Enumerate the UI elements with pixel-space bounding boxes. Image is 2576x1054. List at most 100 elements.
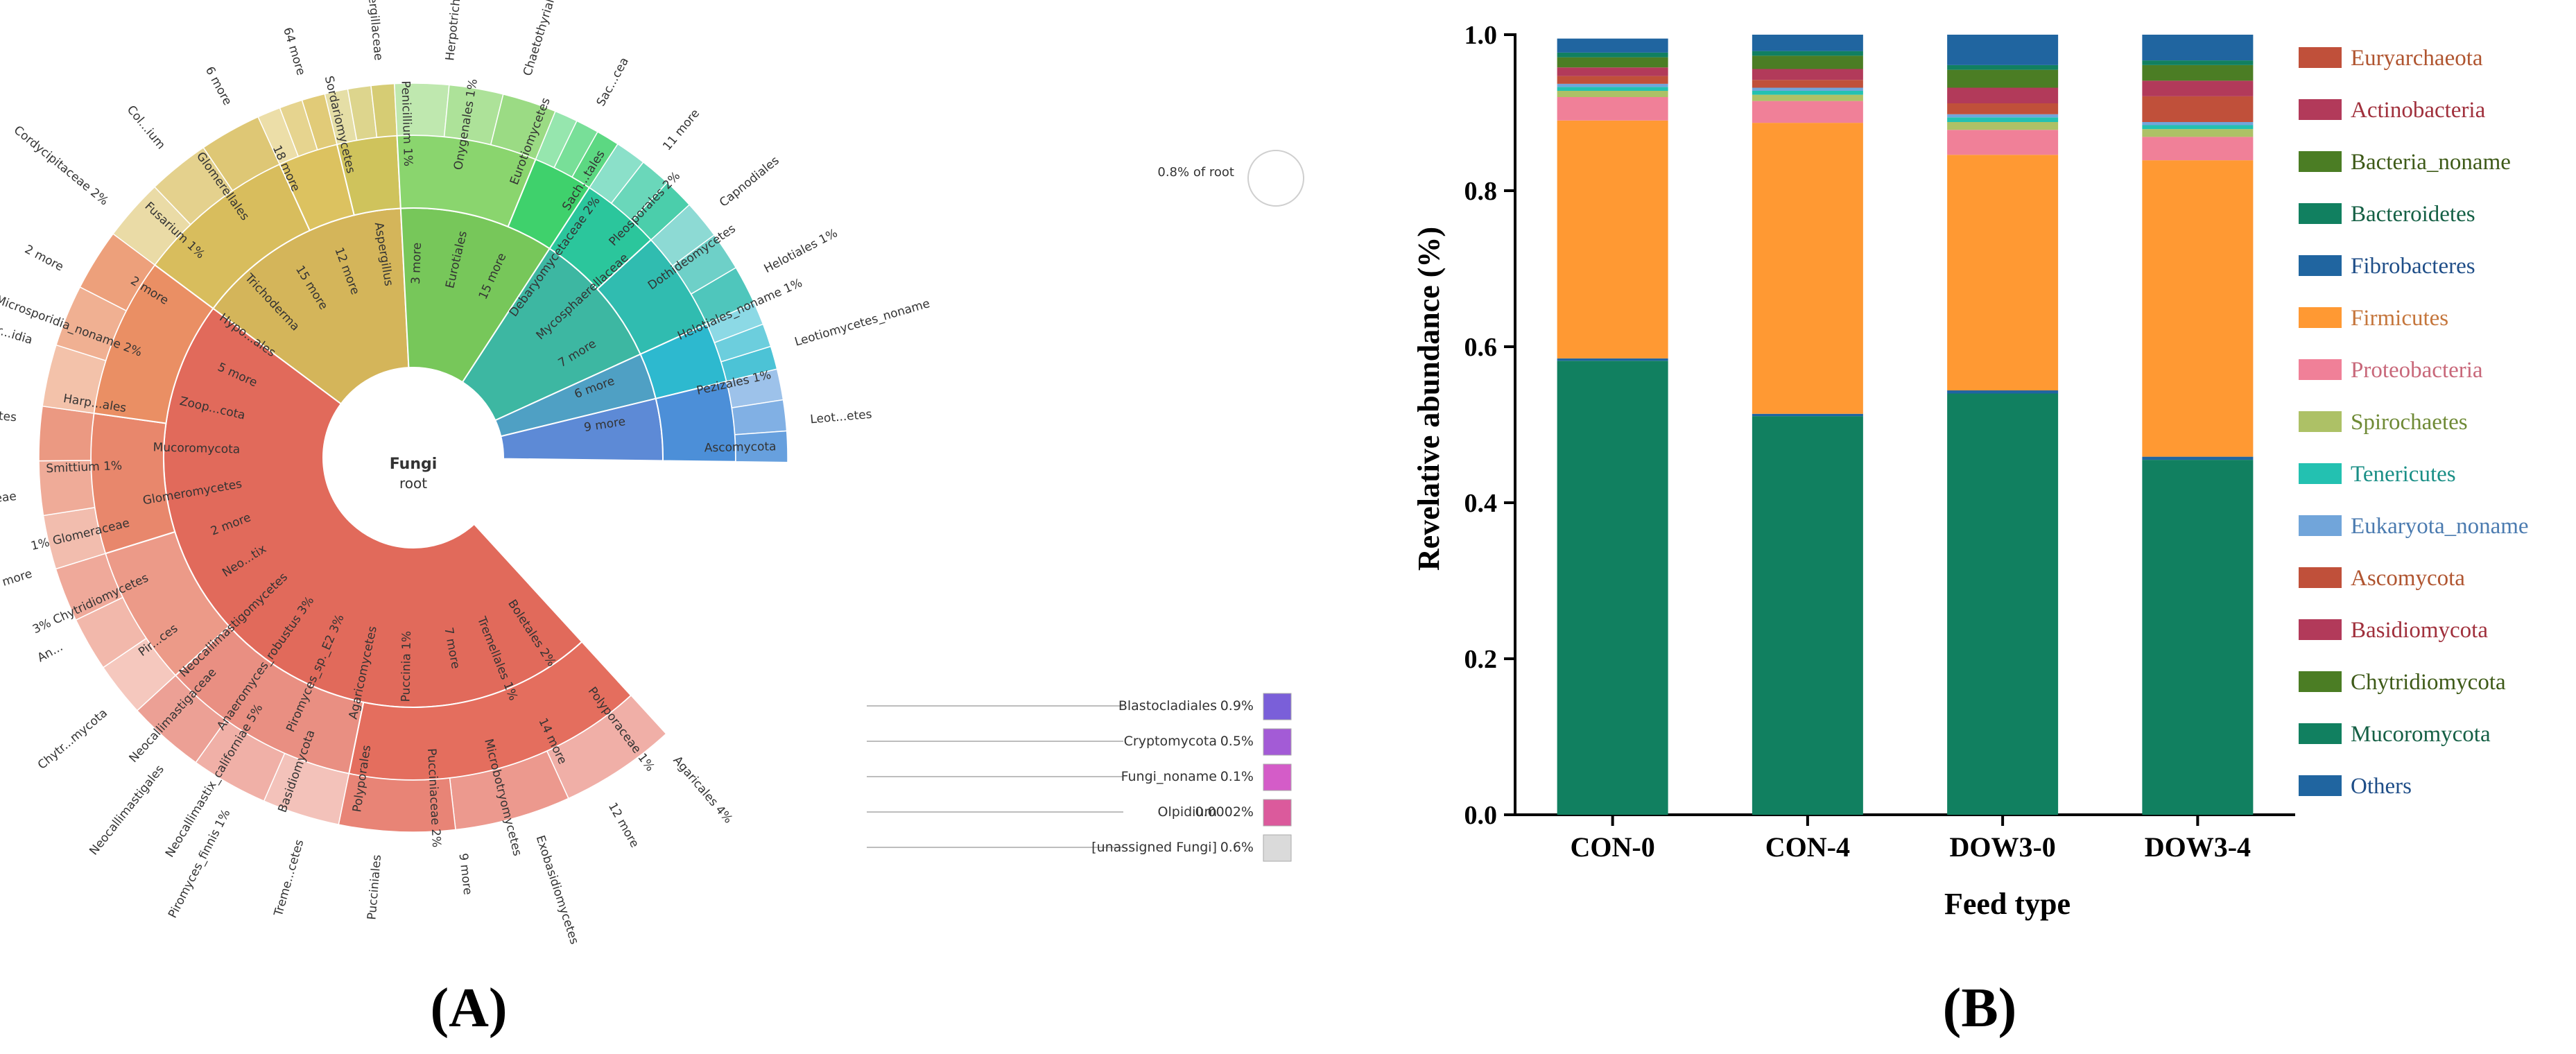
sunburst-label: Exobasidiomycetes bbox=[533, 833, 582, 946]
center-title: Fungi bbox=[390, 456, 438, 473]
sunburst-label: 2 more bbox=[22, 243, 66, 275]
bar-con-0-mucoromycota[interactable] bbox=[1557, 52, 1668, 58]
legend-swatch-chytridiomycota bbox=[2299, 671, 2342, 692]
bar-dow3-0-mucoromycota[interactable] bbox=[1947, 64, 2059, 70]
bar-con-4-proteobacteria[interactable] bbox=[1752, 101, 1863, 123]
bar-con-0-chytridiomycota[interactable] bbox=[1557, 57, 1668, 68]
bar-con-4-others[interactable] bbox=[1752, 35, 1863, 51]
bar-dow3-0-others[interactable] bbox=[1947, 35, 2059, 65]
legend-name: Cryptomycota bbox=[1124, 734, 1217, 749]
sunburst-label: Agaricales 4% bbox=[670, 754, 735, 827]
legend-swatch-actinobacteria bbox=[2299, 99, 2342, 120]
sunburst-subsegment-dothideomycetes[interactable] bbox=[38, 405, 95, 462]
sunburst-label: 6 more bbox=[202, 64, 234, 108]
bar-con-0-bacteroidetes[interactable] bbox=[1557, 361, 1668, 815]
bar-dow3-0-spirochaetes[interactable] bbox=[1947, 122, 2059, 130]
legend-swatch-mucoromycota bbox=[2299, 723, 2342, 744]
bar-dow3-4-spirochaetes[interactable] bbox=[2142, 129, 2254, 137]
legend-label-bacteroidetes: Bacteroidetes bbox=[2351, 202, 2475, 227]
bar-dow3-0-chytridiomycota[interactable] bbox=[1947, 69, 2059, 88]
bar-con-0-proteobacteria[interactable] bbox=[1557, 97, 1668, 121]
bar-dow3-0-tenericutes[interactable] bbox=[1947, 117, 2059, 122]
bar-con-4-mucoromycota[interactable] bbox=[1752, 51, 1863, 56]
bar-con-4-basidiomycota[interactable] bbox=[1752, 69, 1863, 80]
bar-con-4-spirochaetes[interactable] bbox=[1752, 94, 1863, 101]
bar-con-4-eukaryota-noname[interactable] bbox=[1752, 87, 1863, 92]
bar-dow3-0-proteobacteria[interactable] bbox=[1947, 130, 2059, 155]
sunburst-label: Chytr...mycota bbox=[35, 706, 110, 772]
bar-con-4-bacteroidetes[interactable] bbox=[1752, 416, 1863, 815]
scale-circle bbox=[1247, 150, 1304, 207]
bar-dow3-4-eukaryota-noname[interactable] bbox=[2142, 122, 2254, 126]
x-tick-label: DOW3-0 bbox=[1949, 831, 2055, 863]
bar-dow3-4-chytridiomycota[interactable] bbox=[2142, 64, 2254, 81]
bar-con-0-fibrobacteres[interactable] bbox=[1557, 358, 1668, 361]
bar-dow3-0-ascomycota[interactable] bbox=[1947, 103, 2059, 114]
bar-dow3-0-basidiomycota[interactable] bbox=[1947, 87, 2059, 104]
sunburst-label: Cordycipitaceae 2% bbox=[11, 123, 111, 209]
legend-swatch-others bbox=[2299, 775, 2342, 796]
center-hole bbox=[323, 368, 503, 548]
bar-con-4-firmicutes[interactable] bbox=[1752, 123, 1863, 414]
legend-label-ascomycota: Ascomycota bbox=[2351, 566, 2465, 591]
krona-legend: Blastocladiales 0.9% Cryptomycota 0.5% Fungi… bbox=[867, 693, 1292, 862]
bar-con-0-tenericutes[interactable] bbox=[1557, 87, 1668, 91]
bar-dow3-0-fibrobacteres[interactable] bbox=[1947, 390, 2059, 394]
bar-con-4-chytridiomycota[interactable] bbox=[1752, 55, 1863, 69]
bar-dow3-4-tenericutes[interactable] bbox=[2142, 125, 2254, 130]
bar-con-0-basidiomycota[interactable] bbox=[1557, 67, 1668, 76]
bar-con-0-others[interactable] bbox=[1557, 38, 1668, 53]
legend-percent: 0.6% bbox=[1220, 840, 1254, 855]
bar-dow3-4-bacteroidetes[interactable] bbox=[2142, 460, 2254, 815]
x-tick-label: CON-0 bbox=[1571, 831, 1655, 863]
legend-swatch-cryptomycota bbox=[1263, 728, 1292, 756]
bar-dow3-4-ascomycota[interactable] bbox=[2142, 96, 2254, 122]
bar-dow3-4-mucoromycota[interactable] bbox=[2142, 60, 2254, 65]
bar-dow3-4-basidiomycota[interactable] bbox=[2142, 80, 2254, 96]
krona-center: Fungi root bbox=[323, 368, 503, 548]
sunburst-label: Herpotrichiellaceae 2% bbox=[443, 0, 471, 61]
bar-dow3-0-bacteroidetes[interactable] bbox=[1947, 393, 2059, 815]
bar-dow3-4-fibrobacteres[interactable] bbox=[2142, 456, 2254, 460]
sunburst-label: Aspergillaceae bbox=[363, 0, 386, 61]
legend-swatch-tenericutes bbox=[2299, 463, 2342, 484]
bar-dow3-4-others[interactable] bbox=[2142, 35, 2254, 61]
bar-con-0-firmicutes[interactable] bbox=[1557, 120, 1668, 358]
legend-swatch-euryarchaeota bbox=[2299, 47, 2342, 68]
legend-percent: 0.1% bbox=[1220, 769, 1254, 784]
y-tick-label: 1.0 bbox=[1464, 21, 1498, 50]
sunburst-label: 11 more bbox=[660, 107, 702, 153]
sunburst-label: Pucciniales bbox=[365, 854, 384, 921]
bar-dow3-4-firmicutes[interactable] bbox=[2142, 160, 2254, 457]
sunburst-subsegment-microsporidia-noname[interactable] bbox=[734, 430, 788, 463]
sunburst-label: 3 more bbox=[409, 242, 424, 284]
sunburst-label: 8 more bbox=[0, 567, 34, 593]
sunburst-label: 12 more bbox=[605, 800, 641, 850]
legend-label-fibrobacteres: Fibrobacteres bbox=[2351, 254, 2475, 279]
bar-dow3-4-proteobacteria[interactable] bbox=[2142, 137, 2254, 161]
sunburst-label: Penicillium 1% bbox=[398, 80, 415, 166]
bar-con-4-tenericutes[interactable] bbox=[1752, 91, 1863, 95]
legend-swatch-blastocladiales bbox=[1263, 693, 1292, 720]
bar-dow3-0-firmicutes[interactable] bbox=[1947, 155, 2059, 390]
legend-label-spirochaetes: Spirochaetes bbox=[2351, 410, 2468, 435]
legend-name: [unassigned Fungi] bbox=[1091, 840, 1217, 855]
y-tick-label: 0.6 bbox=[1464, 333, 1498, 362]
x-tick-label: DOW3-4 bbox=[2145, 831, 2251, 863]
sunburst-label: Col...ium bbox=[124, 103, 168, 153]
legend-swatch-bacteria-noname bbox=[2299, 151, 2342, 172]
bar-con-0-eukaryota-noname[interactable] bbox=[1557, 83, 1668, 87]
bar-con-4-ascomycota[interactable] bbox=[1752, 80, 1863, 88]
sunburst-label: 9 more bbox=[456, 852, 475, 895]
legend-swatch-bacteroidetes bbox=[2299, 203, 2342, 224]
sunburst-label: Helotiales 1% bbox=[762, 226, 840, 276]
legend-percent: 0.0002% bbox=[1195, 804, 1254, 820]
y-tick-label: 0.0 bbox=[1464, 801, 1498, 830]
bar-con-4-fibrobacteres[interactable] bbox=[1752, 413, 1863, 417]
bar-dow3-0-eukaryota-noname[interactable] bbox=[1947, 114, 2059, 118]
y-axis-title: Revelative abundance (%) bbox=[1412, 227, 1446, 571]
bar-con-0-spirochaetes[interactable] bbox=[1557, 91, 1668, 97]
bar-con-0-ascomycota[interactable] bbox=[1557, 76, 1668, 84]
y-tick-label: 0.8 bbox=[1464, 177, 1498, 206]
